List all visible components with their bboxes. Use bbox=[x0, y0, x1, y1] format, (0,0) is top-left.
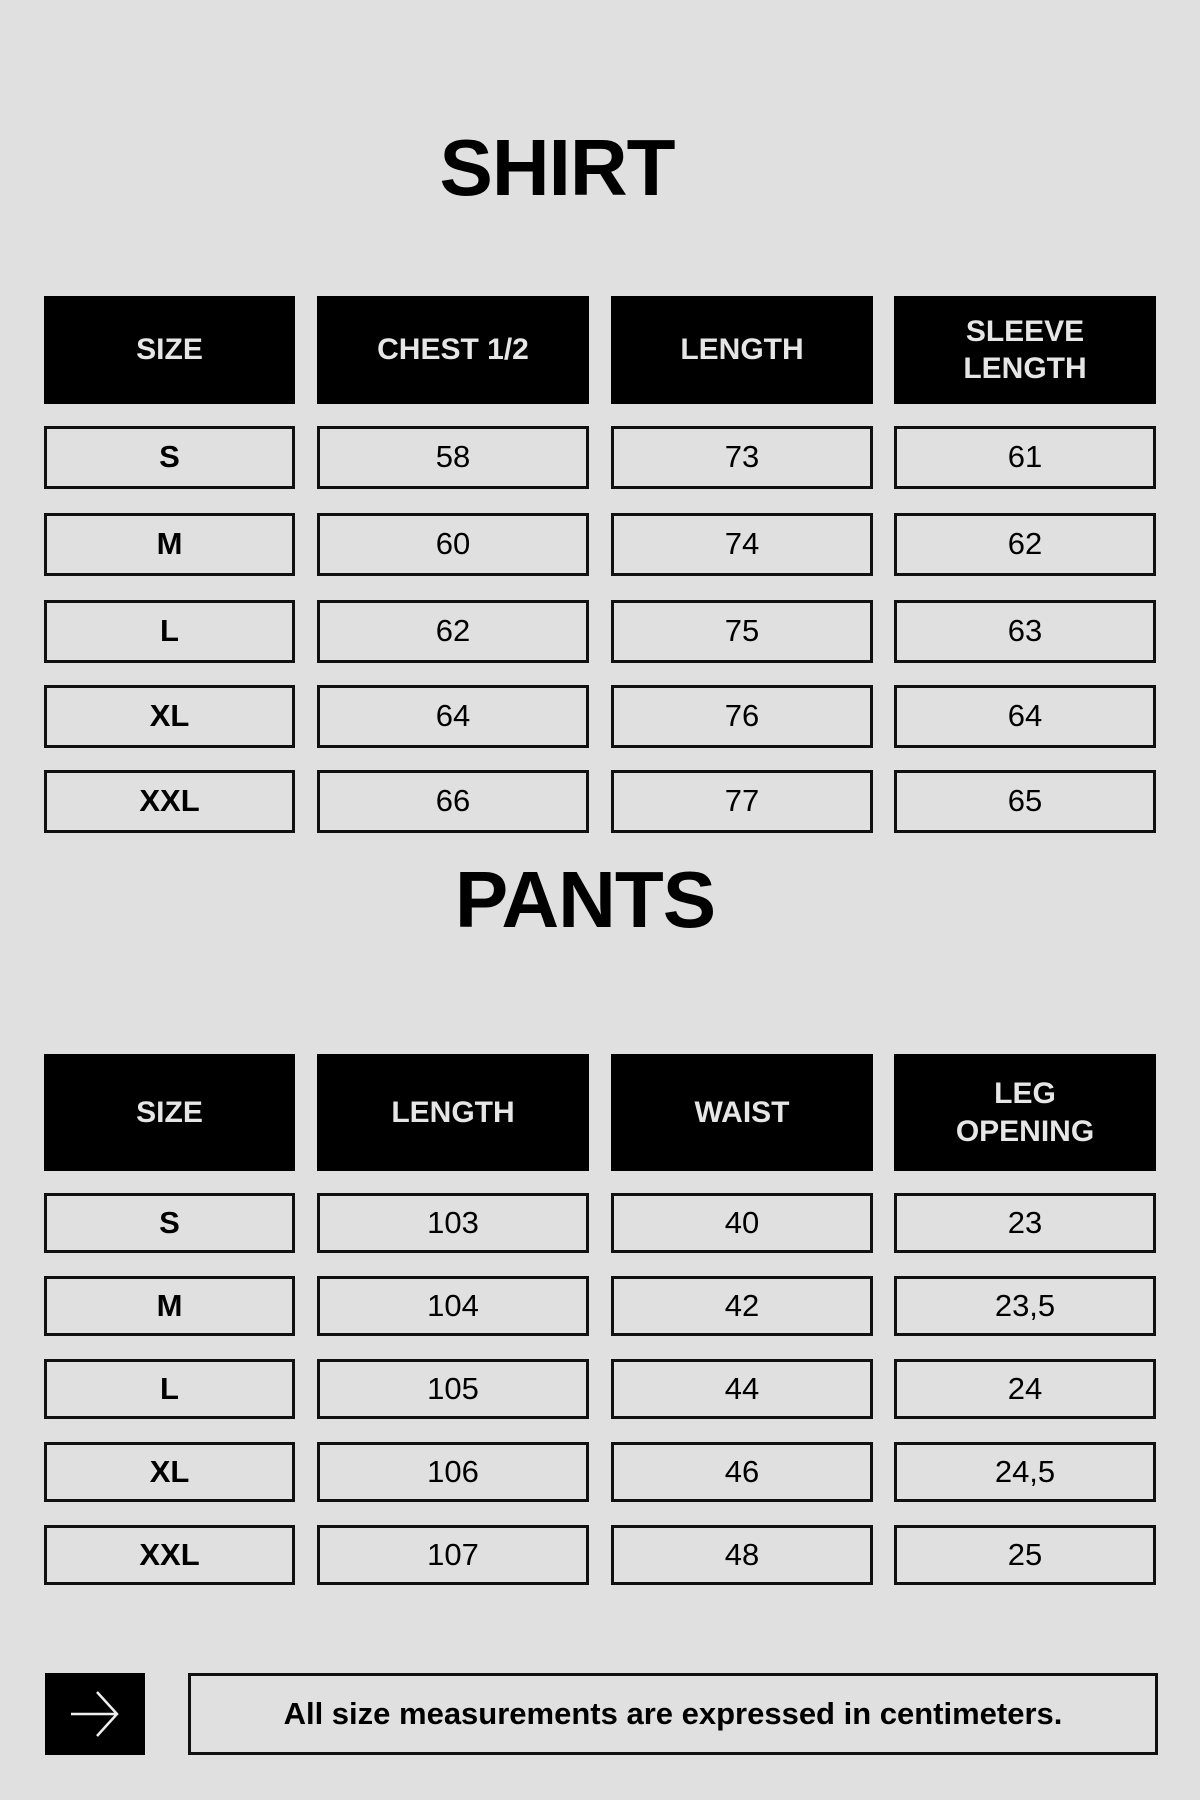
column-header: LEG OPENING bbox=[894, 1054, 1156, 1171]
size-cell: S bbox=[44, 426, 295, 489]
value-cell: 107 bbox=[317, 1525, 589, 1585]
value-cell: 106 bbox=[317, 1442, 589, 1502]
value-cell: 105 bbox=[317, 1359, 589, 1419]
column-header: SIZE bbox=[44, 1054, 295, 1171]
size-cell: M bbox=[44, 1276, 295, 1336]
value-cell: 65 bbox=[894, 770, 1156, 833]
value-cell: 75 bbox=[611, 600, 873, 663]
value-cell: 23 bbox=[894, 1193, 1156, 1253]
value-cell: 25 bbox=[894, 1525, 1156, 1585]
value-cell: 58 bbox=[317, 426, 589, 489]
value-cell: 77 bbox=[611, 770, 873, 833]
arrow-right-icon bbox=[71, 1691, 119, 1737]
value-cell: 24 bbox=[894, 1359, 1156, 1419]
column-header: LENGTH bbox=[317, 1054, 589, 1171]
value-cell: 104 bbox=[317, 1276, 589, 1336]
arrow-button[interactable] bbox=[45, 1673, 145, 1755]
column-header: SIZE bbox=[44, 296, 295, 404]
column-header: LENGTH bbox=[611, 296, 873, 404]
value-cell: 44 bbox=[611, 1359, 873, 1419]
value-cell: 64 bbox=[894, 685, 1156, 748]
size-cell: XL bbox=[44, 1442, 295, 1502]
value-cell: 23,5 bbox=[894, 1276, 1156, 1336]
value-cell: 63 bbox=[894, 600, 1156, 663]
value-cell: 73 bbox=[611, 426, 873, 489]
value-cell: 42 bbox=[611, 1276, 873, 1336]
value-cell: 48 bbox=[611, 1525, 873, 1585]
column-header: WAIST bbox=[611, 1054, 873, 1171]
value-cell: 61 bbox=[894, 426, 1156, 489]
value-cell: 62 bbox=[894, 513, 1156, 576]
value-cell: 76 bbox=[611, 685, 873, 748]
size-cell: XXL bbox=[44, 1525, 295, 1585]
shirt-title: SHIRT bbox=[439, 123, 676, 212]
size-cell: L bbox=[44, 1359, 295, 1419]
value-cell: 46 bbox=[611, 1442, 873, 1502]
value-cell: 74 bbox=[611, 513, 873, 576]
value-cell: 60 bbox=[317, 513, 589, 576]
size-cell: XXL bbox=[44, 770, 295, 833]
units-note: All size measurements are expressed in c… bbox=[188, 1673, 1158, 1755]
value-cell: 62 bbox=[317, 600, 589, 663]
value-cell: 24,5 bbox=[894, 1442, 1156, 1502]
value-cell: 66 bbox=[317, 770, 589, 833]
size-cell: L bbox=[44, 600, 295, 663]
size-cell: XL bbox=[44, 685, 295, 748]
size-cell: M bbox=[44, 513, 295, 576]
value-cell: 40 bbox=[611, 1193, 873, 1253]
size-cell: S bbox=[44, 1193, 295, 1253]
column-header: SLEEVE LENGTH bbox=[894, 296, 1156, 404]
value-cell: 64 bbox=[317, 685, 589, 748]
column-header: CHEST 1/2 bbox=[317, 296, 589, 404]
value-cell: 103 bbox=[317, 1193, 589, 1253]
pants-title: PANTS bbox=[454, 855, 716, 944]
